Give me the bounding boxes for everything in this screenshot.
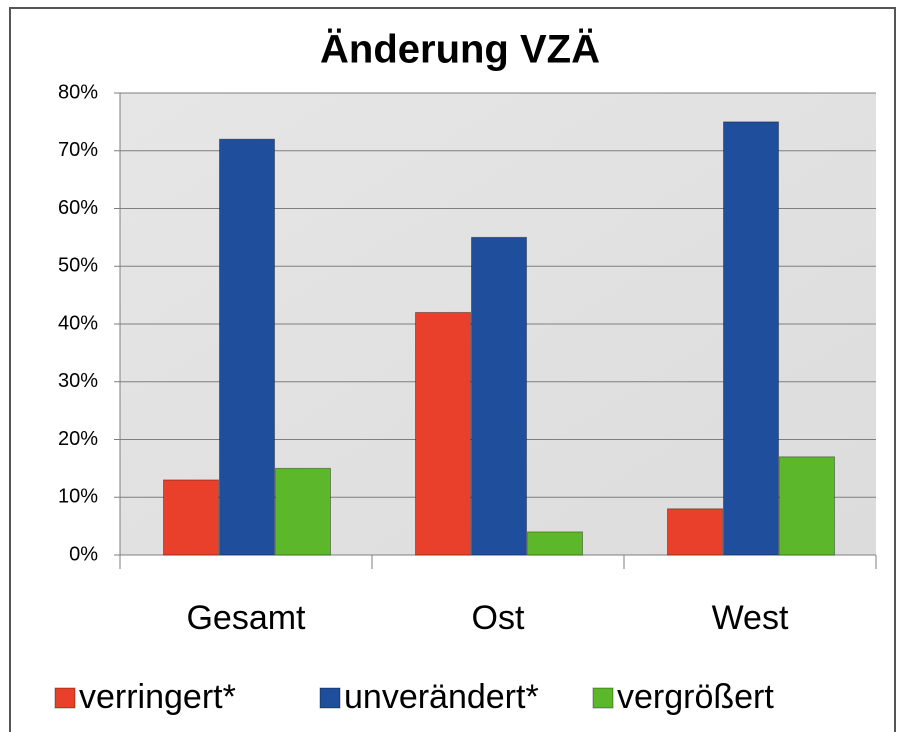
bar	[779, 456, 835, 556]
legend-label: vergrößert	[617, 678, 774, 716]
legend-swatch	[54, 687, 76, 709]
y-tick-label: 50%	[58, 255, 98, 277]
x-tick-label: Ost	[472, 599, 525, 637]
bar	[275, 467, 331, 556]
y-tick-label: 40%	[58, 312, 98, 334]
bar	[219, 138, 275, 556]
legend-label: verringert*	[79, 678, 236, 716]
y-tick-label: 70%	[58, 139, 98, 161]
bar	[723, 121, 779, 556]
bar	[471, 236, 527, 556]
y-tick-label: 30%	[58, 370, 98, 392]
x-tick-label: West	[712, 599, 789, 637]
bar	[667, 508, 723, 556]
legend-swatch	[319, 687, 341, 709]
bar	[163, 479, 219, 556]
legend-label: unverändert*	[344, 678, 539, 716]
y-tick-label: 0%	[69, 543, 98, 565]
y-tick-label: 80%	[58, 81, 98, 103]
y-tick-label: 20%	[58, 428, 98, 450]
bar	[415, 311, 471, 556]
chart-title: Änderung VZÄ	[320, 28, 600, 72]
bar	[527, 531, 583, 556]
x-tick-label: Gesamt	[186, 599, 306, 637]
legend-swatch	[592, 687, 614, 709]
y-tick-label: 10%	[58, 486, 98, 508]
y-tick-label: 60%	[58, 197, 98, 219]
